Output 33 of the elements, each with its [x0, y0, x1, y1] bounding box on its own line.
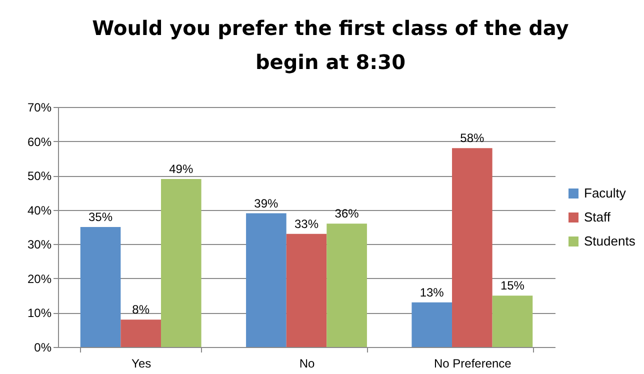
y-tick-label: 30% — [27, 238, 52, 252]
x-tick-label: No — [299, 356, 315, 370]
legend-label: Staff — [584, 210, 611, 224]
y-tick-label: 60% — [27, 134, 52, 149]
data-label: 39% — [254, 196, 279, 210]
bar — [492, 296, 533, 347]
bar — [80, 227, 121, 347]
data-label: 49% — [169, 162, 194, 176]
bar — [160, 179, 202, 347]
chart-title: Would you prefer the first class of the day begin at 8:30 — [92, 16, 569, 74]
data-label: 33% — [294, 216, 319, 231]
data-label: 15% — [500, 278, 525, 293]
bar — [120, 320, 161, 347]
bar — [286, 234, 327, 347]
legend-label: Faculty — [584, 186, 626, 200]
bar — [452, 148, 492, 347]
y-tick-label: 50% — [27, 169, 52, 184]
legend-label: Students — [584, 234, 636, 248]
x-tick-label: Yes — [132, 356, 152, 370]
data-label: 35% — [88, 210, 113, 224]
data-label: 13% — [420, 285, 444, 300]
data-label: 58% — [460, 131, 484, 146]
bar — [246, 213, 286, 347]
data-label: 8% — [132, 302, 150, 317]
bar — [326, 224, 367, 347]
data-label: 36% — [334, 206, 360, 221]
y-tick-label: 10% — [27, 306, 52, 320]
x-tick-label: No Preference — [434, 356, 512, 370]
y-tick-label: 20% — [27, 272, 52, 286]
bar — [412, 302, 452, 347]
y-tick-label: 0% — [34, 340, 52, 354]
y-tick-label: 40% — [27, 203, 52, 218]
y-tick-label: 70% — [27, 100, 52, 114]
